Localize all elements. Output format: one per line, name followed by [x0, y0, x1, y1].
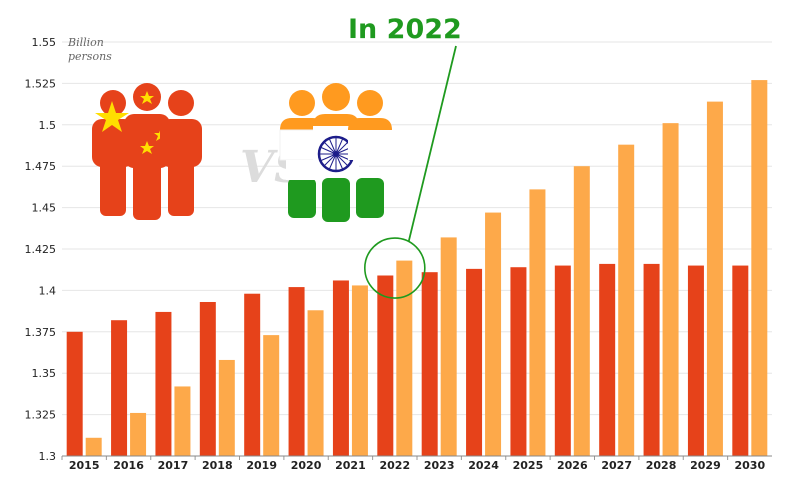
- china-bar: [66, 331, 83, 456]
- x-tick-label: 2018: [202, 459, 233, 472]
- china-bar: [554, 265, 571, 456]
- india-bar: [351, 285, 368, 456]
- x-tick-label: 2028: [646, 459, 677, 472]
- callout-highlight-circle: [364, 237, 426, 299]
- y-axis-unit-line-1: Billion: [67, 36, 104, 49]
- x-tick-label: 2023: [424, 459, 455, 472]
- x-tick-label: 2029: [690, 459, 721, 472]
- india-bar: [263, 335, 280, 456]
- india-bar: [485, 212, 502, 456]
- india-bar: [85, 437, 102, 456]
- callout-text: In 2022: [348, 14, 462, 45]
- india-bar: [662, 123, 679, 457]
- india-bar: [130, 412, 147, 456]
- x-tick-label: 2017: [158, 459, 189, 472]
- x-tick-label: 2025: [513, 459, 544, 472]
- x-axis-ticks: 2015 2016 2017 2018 2019 2020 2021 2022 2023 2024…: [61, 456, 766, 472]
- india-people-icon: [279, 83, 392, 222]
- x-tick-label: 2030: [735, 459, 766, 472]
- y-axis-unit-label: Billion persons: [67, 36, 112, 63]
- china-bar: [155, 311, 172, 456]
- y-tick-label: 1.3: [39, 450, 57, 463]
- y-tick-label: 1.525: [25, 77, 57, 90]
- china-person-right: [160, 90, 202, 216]
- y-tick-label: 1.55: [32, 36, 57, 49]
- china-bar: [288, 287, 305, 456]
- china-bar: [643, 263, 660, 456]
- india-bar: [573, 166, 590, 456]
- y-tick-label: 1.425: [25, 243, 57, 256]
- india-bar: [618, 144, 635, 456]
- india-bar: [440, 237, 457, 456]
- x-tick-label: 2021: [335, 459, 366, 472]
- india-bar: [751, 80, 768, 456]
- callout-annotation: In 2022: [348, 14, 462, 299]
- x-tick-label: 2015: [69, 459, 100, 472]
- china-people-icon: [92, 83, 202, 220]
- china-bar: [332, 280, 349, 456]
- china-bar: [377, 275, 394, 456]
- china-bar: [687, 265, 704, 456]
- y-tick-label: 1.375: [25, 326, 57, 339]
- china-bar: [466, 268, 483, 456]
- x-tick-label: 2026: [557, 459, 588, 472]
- x-tick-label: 2020: [291, 459, 322, 472]
- china-bar: [111, 320, 128, 456]
- y-tick-label: 1.5: [39, 119, 57, 132]
- x-tick-label: 2022: [380, 459, 411, 472]
- y-tick-label: 1.475: [25, 160, 57, 173]
- india-bar: [706, 101, 723, 456]
- india-bar: [529, 189, 546, 456]
- china-bar: [510, 267, 527, 456]
- india-bar: [174, 386, 191, 456]
- china-person-middle: [124, 83, 170, 220]
- india-bar: [396, 260, 413, 456]
- y-axis-ticks: 1.3 1.325 1.35 1.375 1.4 1.425 1.45 1.475 1.5 1.5…: [25, 36, 57, 463]
- china-bar: [199, 301, 216, 456]
- china-bar: [244, 293, 261, 456]
- india-bar: [307, 310, 324, 456]
- x-tick-label: 2016: [113, 459, 144, 472]
- y-tick-label: 1.45: [32, 202, 57, 215]
- callout-pointer-line: [407, 45, 457, 242]
- china-bar: [421, 272, 438, 456]
- x-tick-label: 2027: [601, 459, 632, 472]
- china-bar: [599, 263, 616, 456]
- y-tick-label: 1.4: [39, 284, 57, 297]
- y-tick-label: 1.35: [32, 367, 57, 380]
- china-bar: [732, 265, 749, 456]
- bars: [66, 80, 768, 457]
- china-person-left: [92, 90, 134, 216]
- x-tick-label: 2024: [468, 459, 499, 472]
- india-person-right: [348, 90, 392, 218]
- india-bar: [218, 359, 235, 456]
- y-axis-unit-line-2: persons: [68, 50, 112, 63]
- x-tick-label: 2019: [246, 459, 277, 472]
- y-tick-label: 1.325: [25, 409, 57, 422]
